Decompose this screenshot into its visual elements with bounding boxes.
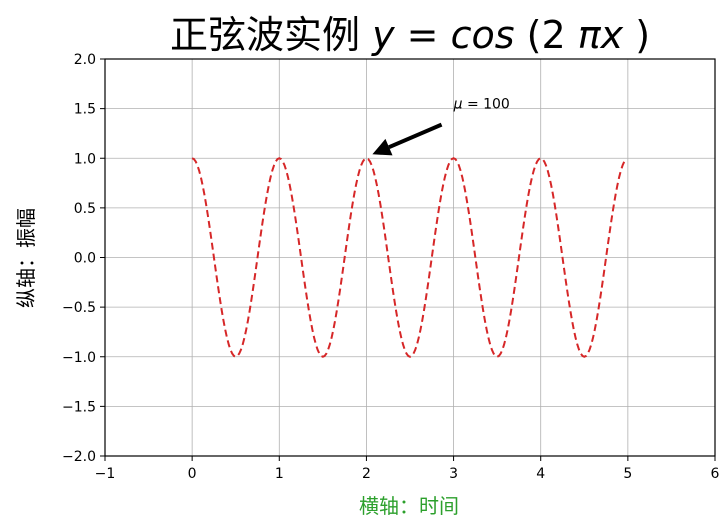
y-tick-label: −0.5 <box>62 300 96 316</box>
annotation-arrow-head <box>372 138 393 156</box>
y-tick-label: 1.5 <box>74 102 96 118</box>
y-tick-label: −2.0 <box>62 449 96 465</box>
annotation-arrow-shaft <box>388 122 443 149</box>
x-tick-label: 3 <box>449 466 458 482</box>
y-tick-label: 2.0 <box>74 52 96 68</box>
chart-title-formula-part: ) <box>635 13 650 57</box>
x-axis-label: 横轴：时间 <box>359 494 459 518</box>
x-tick-label: 1 <box>275 466 284 482</box>
grid-lines <box>104 58 716 457</box>
x-ticks: −1 0 1 2 3 4 5 6 <box>95 456 720 482</box>
chart-title-formula-part: cos <box>451 13 515 57</box>
y-tick-label: −1.5 <box>62 399 96 415</box>
annotation-text: μ = 100 <box>453 97 510 113</box>
chart-title-formula-part: y <box>371 13 395 57</box>
y-tick-label: 0.5 <box>74 201 96 217</box>
annotation-text-part: μ <box>453 97 463 113</box>
chart-title-formula-part: πx <box>578 13 624 57</box>
x-tick-label: 5 <box>623 466 632 482</box>
annotation-text-part: = 100 <box>467 97 510 113</box>
y-tick-label: 1.0 <box>74 151 96 167</box>
y-tick-label: 0.0 <box>74 251 96 267</box>
x-tick-label: 2 <box>362 466 371 482</box>
chart-title: 正弦波实例 y = cos (2 πx ) <box>170 13 650 57</box>
x-tick-label: 0 <box>188 466 197 482</box>
chart-title-prefix: 正弦波实例 <box>170 13 372 57</box>
chart-title-formula-part: = <box>407 13 451 57</box>
y-tick-label: −1.0 <box>62 350 96 366</box>
x-tick-label: 6 <box>711 466 720 482</box>
y-axis-label: 纵轴：振幅 <box>14 208 38 308</box>
x-tick-label: 4 <box>536 466 545 482</box>
series-line-cos <box>191 157 626 358</box>
y-ticks: −2.0 −1.5 −1.0 −0.5 0.0 0.5 1.0 1.5 2.0 <box>62 52 105 465</box>
chart-title-formula-part: (2 <box>527 13 566 57</box>
x-tick-label: −1 <box>95 466 116 482</box>
